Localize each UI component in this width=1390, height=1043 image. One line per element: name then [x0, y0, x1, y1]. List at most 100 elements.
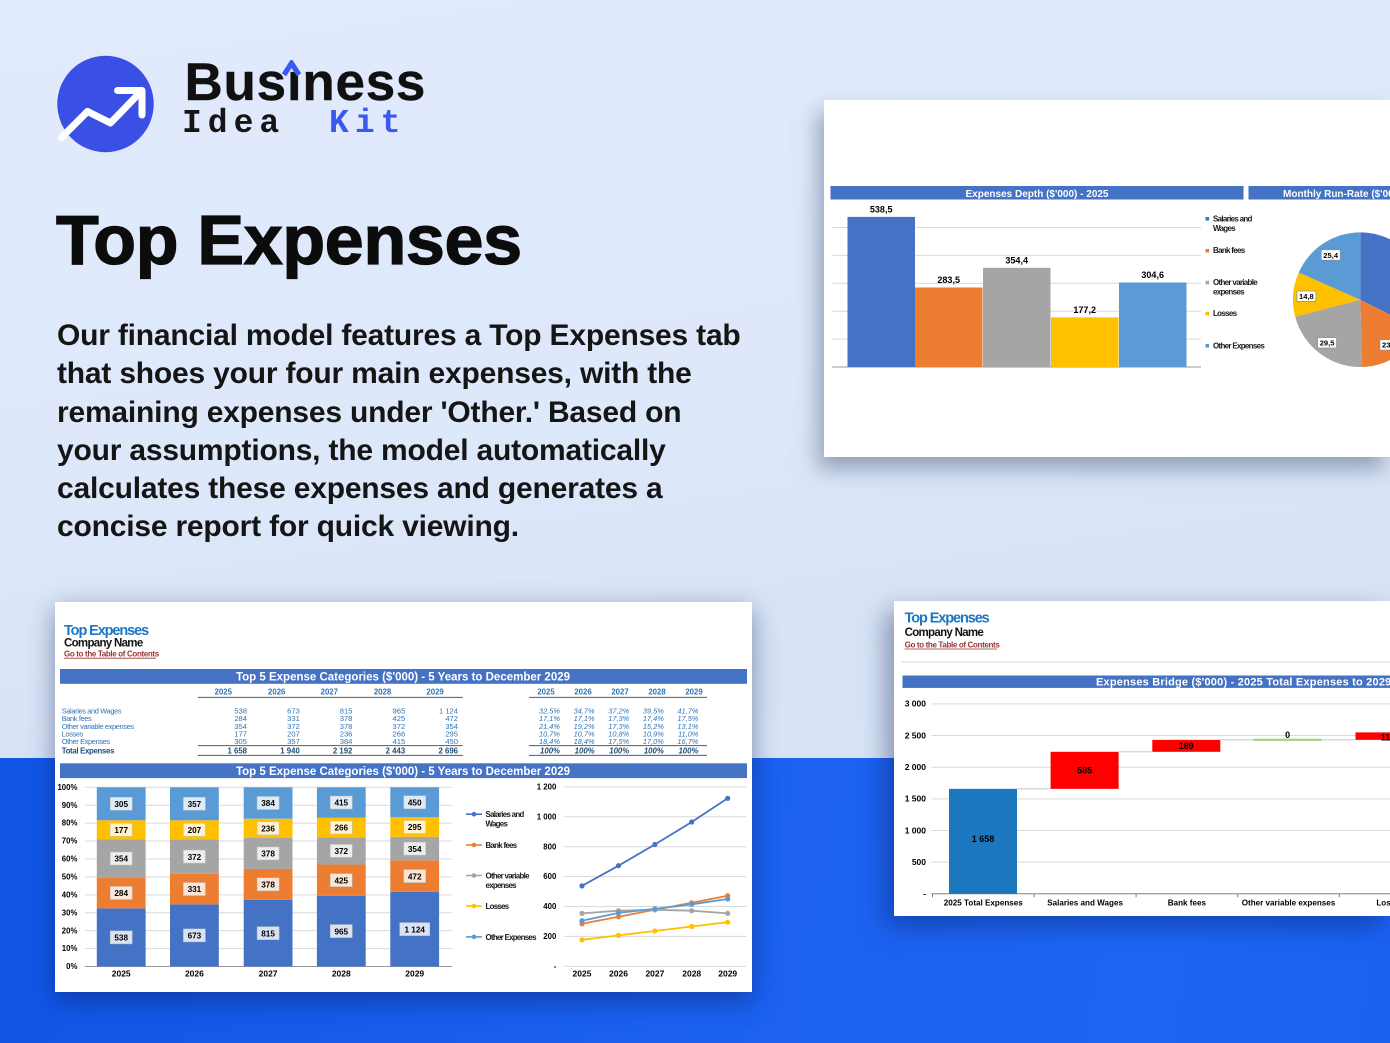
svg-text:2026: 2026: [185, 969, 204, 979]
svg-text:295: 295: [445, 729, 458, 738]
svg-text:331: 331: [188, 885, 202, 894]
svg-text:600: 600: [543, 872, 557, 881]
svg-text:357: 357: [188, 800, 202, 809]
svg-text:32,5%: 32,5%: [539, 707, 560, 716]
svg-text:236: 236: [340, 729, 353, 738]
svg-text:13,1%: 13,1%: [677, 722, 698, 731]
svg-text:284: 284: [114, 889, 128, 898]
svg-text:965: 965: [334, 927, 348, 936]
svg-text:331: 331: [287, 714, 300, 723]
svg-text:Salaries and Wages: Salaries and Wages: [62, 707, 122, 716]
svg-text:2025: 2025: [573, 969, 592, 979]
svg-text:305: 305: [234, 737, 247, 746]
svg-text:3 000: 3 000: [905, 699, 927, 709]
svg-text:17,4%: 17,4%: [643, 714, 664, 723]
svg-text:11,0%: 11,0%: [678, 729, 699, 738]
svg-text:1 000: 1 000: [537, 812, 557, 821]
svg-text:177: 177: [114, 826, 128, 835]
svg-text:283,5: 283,5: [937, 275, 960, 285]
svg-text:Other variable: Other variable: [1213, 278, 1258, 287]
svg-text:41,7%: 41,7%: [677, 707, 698, 716]
svg-text:Top 5 Expense Categories ($'00: Top 5 Expense Categories ($'000) - 5 Yea…: [236, 766, 570, 778]
svg-text:538: 538: [234, 707, 247, 716]
svg-text:354: 354: [445, 722, 458, 731]
svg-text:Company Name: Company Name: [64, 638, 143, 650]
svg-text:Other Expenses: Other Expenses: [1213, 341, 1265, 350]
svg-text:295: 295: [408, 823, 422, 832]
svg-text:236: 236: [261, 825, 275, 834]
svg-text:18,4%: 18,4%: [539, 737, 560, 746]
svg-text:2 696: 2 696: [438, 746, 458, 755]
svg-text:100%: 100%: [540, 746, 560, 755]
svg-text:372: 372: [188, 853, 202, 862]
svg-text:Company Name: Company Name: [905, 627, 984, 639]
svg-text:Wages: Wages: [486, 820, 509, 829]
svg-text:100%: 100%: [678, 746, 698, 755]
svg-text:585: 585: [1077, 765, 1092, 775]
svg-text:40%: 40%: [62, 890, 78, 899]
svg-text:425: 425: [393, 714, 406, 723]
svg-text:100%: 100%: [57, 783, 77, 792]
svg-text:Losses: Losses: [486, 902, 510, 911]
svg-text:1 124: 1 124: [404, 925, 425, 934]
svg-text:500: 500: [912, 857, 926, 867]
svg-text:17,5%: 17,5%: [608, 737, 629, 746]
svg-text:19,2%: 19,2%: [574, 722, 595, 731]
svg-text:100%: 100%: [644, 746, 664, 755]
svg-text:1 658: 1 658: [972, 834, 995, 844]
svg-text:378: 378: [261, 850, 275, 859]
svg-text:10%: 10%: [62, 944, 78, 953]
svg-text:415: 415: [334, 799, 348, 808]
svg-text:673: 673: [287, 707, 300, 716]
svg-text:Expenses Depth ($'000) - 2025: Expenses Depth ($'000) - 2025: [966, 189, 1109, 200]
svg-text:673: 673: [188, 932, 202, 941]
svg-text:815: 815: [261, 929, 275, 938]
svg-text:378: 378: [340, 722, 353, 731]
svg-text:177: 177: [234, 729, 247, 738]
svg-text:50%: 50%: [62, 873, 78, 882]
svg-text:1 124: 1 124: [439, 707, 458, 716]
svg-text:Other Expenses: Other Expenses: [62, 737, 111, 746]
svg-text:2028: 2028: [374, 687, 392, 696]
svg-text:2 500: 2 500: [905, 730, 927, 740]
svg-text:17,1%: 17,1%: [539, 714, 560, 723]
svg-text:2029: 2029: [685, 687, 703, 696]
svg-text:200: 200: [543, 932, 557, 941]
svg-text:Other variable expenses: Other variable expenses: [62, 722, 135, 731]
svg-text:538: 538: [114, 934, 128, 943]
svg-text:Salaries and Wages: Salaries and Wages: [1047, 899, 1123, 908]
svg-text:17,3%: 17,3%: [608, 722, 629, 731]
svg-text:538,5: 538,5: [870, 204, 893, 214]
svg-text:415: 415: [393, 737, 406, 746]
svg-text:Monthly Run-Rate ($'000) - 202: Monthly Run-Rate ($'000) - 2025: [1283, 189, 1390, 200]
svg-text:266: 266: [334, 824, 348, 833]
svg-text:284: 284: [234, 714, 247, 723]
svg-text:34,7%: 34,7%: [574, 707, 595, 716]
svg-text:14,8: 14,8: [1299, 292, 1314, 301]
svg-text:2 000: 2 000: [905, 762, 927, 772]
svg-text:472: 472: [408, 872, 422, 881]
svg-text:2025: 2025: [112, 969, 131, 979]
svg-text:18,4%: 18,4%: [574, 737, 595, 746]
svg-text:25,4: 25,4: [1323, 251, 1339, 260]
svg-text:400: 400: [543, 902, 557, 911]
svg-text:Losses: Losses: [1376, 899, 1390, 908]
svg-text:378: 378: [340, 714, 353, 723]
svg-text:0: 0: [1285, 730, 1290, 740]
svg-text:2027: 2027: [611, 687, 628, 696]
svg-text:1 200: 1 200: [537, 783, 557, 792]
svg-text:Wages: Wages: [1213, 224, 1236, 233]
svg-text:Bank fees: Bank fees: [1168, 899, 1207, 908]
svg-text:15,2%: 15,2%: [643, 722, 664, 731]
svg-text:2025 Total Expenses: 2025 Total Expenses: [944, 899, 1024, 908]
svg-text:Losses: Losses: [62, 729, 84, 738]
svg-text:100%: 100%: [575, 746, 595, 755]
svg-text:Go to the Table of Contents: Go to the Table of Contents: [905, 640, 1001, 649]
svg-text:10,9%: 10,9%: [643, 729, 664, 738]
svg-text:2027: 2027: [259, 969, 278, 979]
svg-text:70%: 70%: [62, 837, 78, 846]
svg-text:266: 266: [393, 729, 406, 738]
svg-text:2028: 2028: [648, 687, 666, 696]
svg-text:80%: 80%: [62, 819, 78, 828]
svg-text:10,8%: 10,8%: [608, 729, 629, 738]
